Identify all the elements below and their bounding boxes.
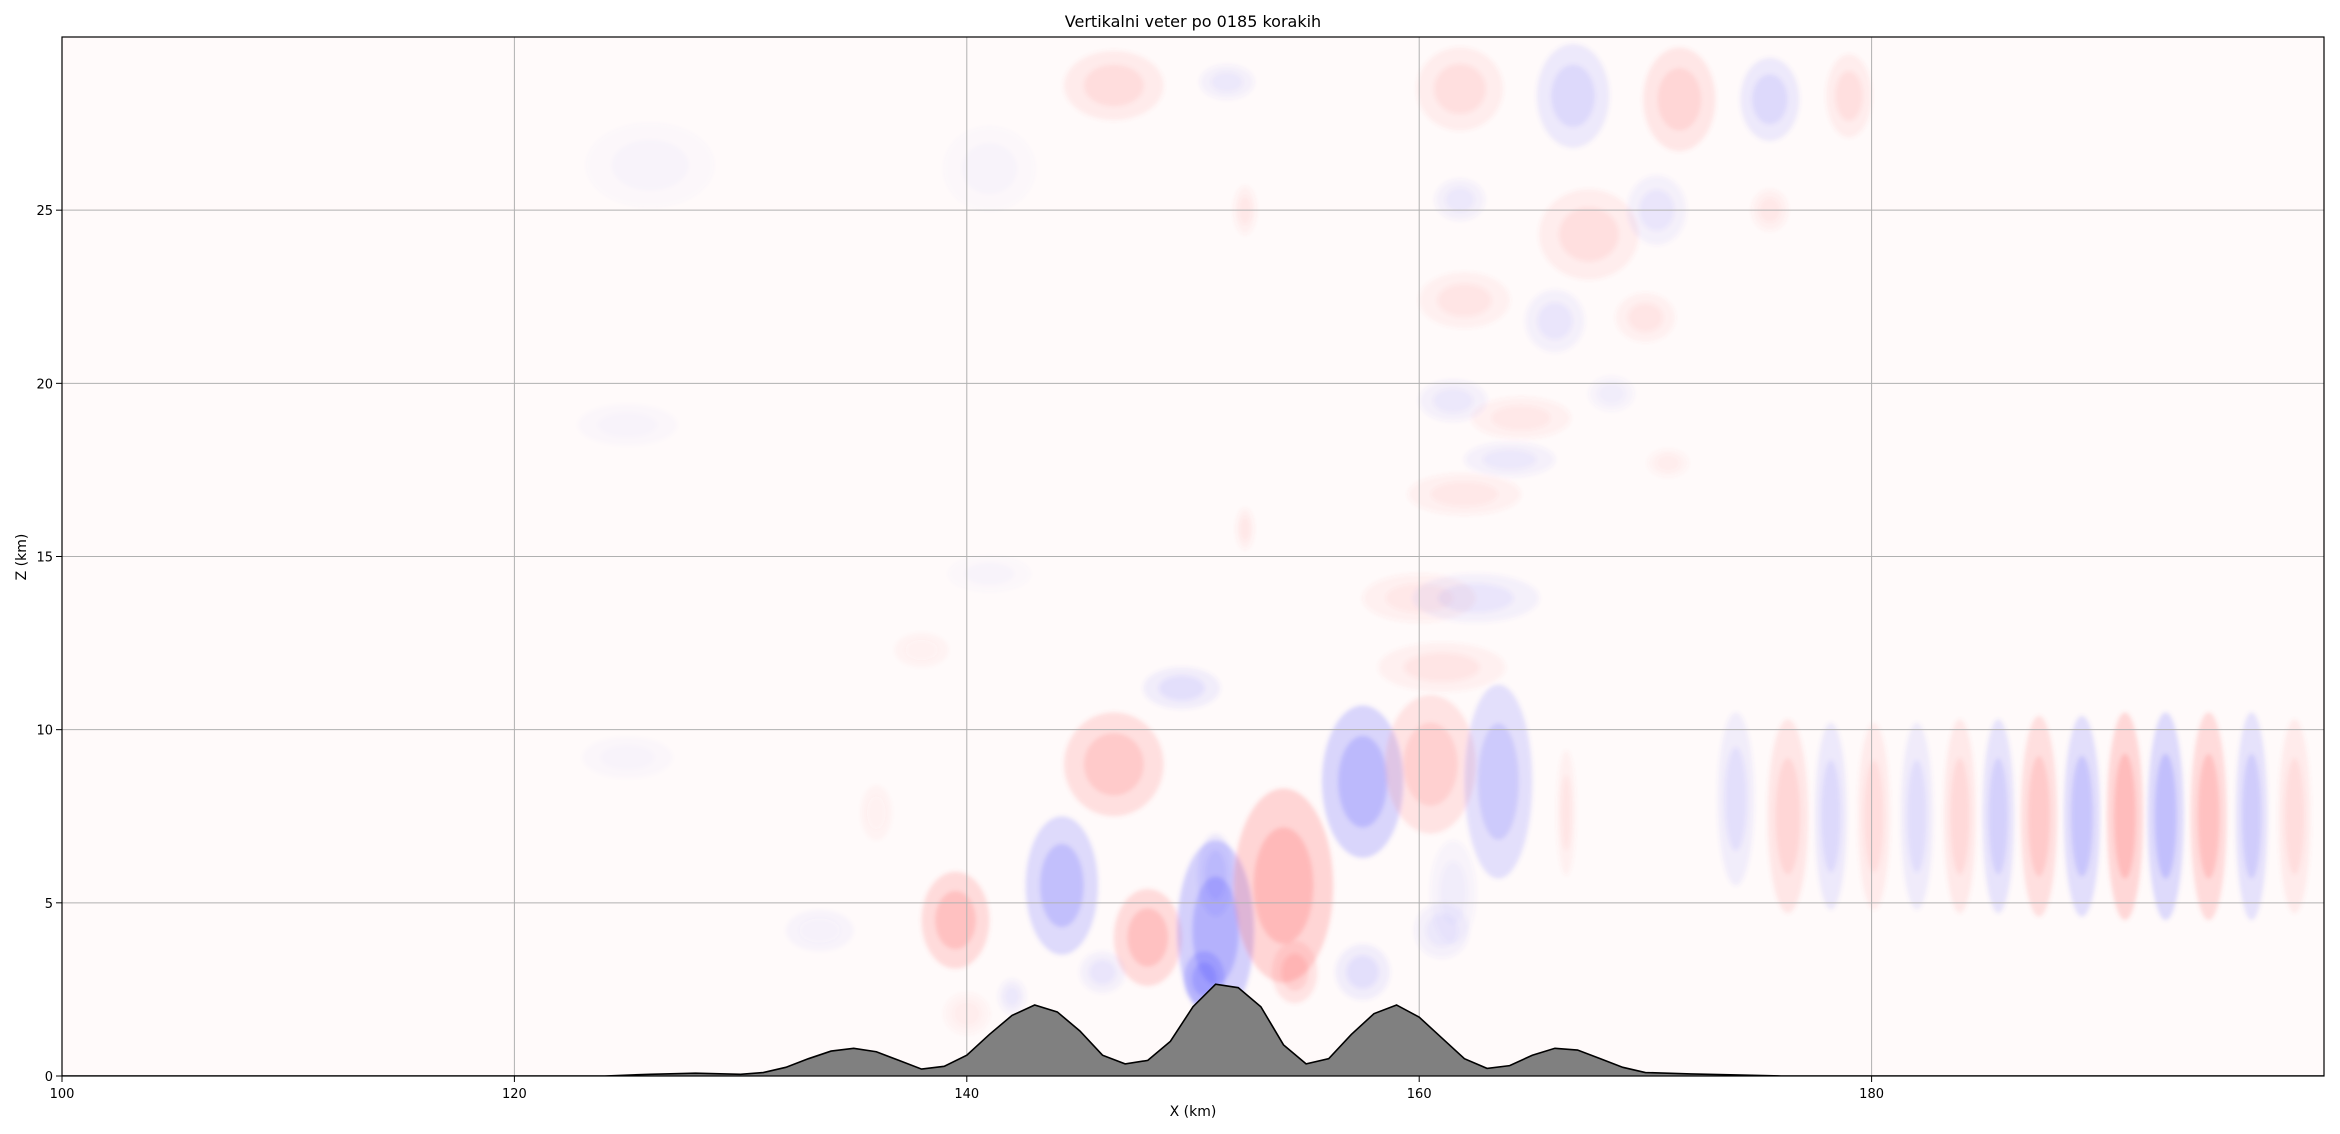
updraft-core-64	[2197, 753, 2220, 879]
downdraft-core-53	[1725, 746, 1747, 851]
downdraft-core-41	[1752, 74, 1788, 125]
updraft-core-42	[1835, 70, 1863, 121]
x-tick-label-160: 160	[1407, 1087, 1432, 1102]
x-tick-label-100: 100	[50, 1087, 75, 1102]
updraft-core-35	[1627, 302, 1664, 333]
downdraft-core-39	[1551, 64, 1595, 128]
y-tick-label-0: 0	[45, 1070, 53, 1085]
updraft-core-43	[1083, 64, 1144, 107]
downdraft-core-26	[1437, 583, 1514, 613]
downdraft-core-52	[962, 144, 1016, 194]
downdraft-core-61	[2071, 755, 2093, 877]
updraft-core-37	[1655, 454, 1681, 472]
y-axis-label: Z (km)	[14, 534, 30, 581]
downdraft-core-63	[2154, 753, 2177, 879]
updraft-core-10	[1127, 908, 1169, 967]
x-tick-label-140: 140	[954, 1087, 979, 1102]
updraft-core-25	[1560, 775, 1572, 851]
updraft-core-56	[1864, 760, 1884, 873]
terrain-layer	[62, 983, 2324, 1076]
x-axis-label: X (km)	[1170, 1104, 1217, 1120]
terrain-outline	[62, 983, 2324, 1076]
downdraft-core-57	[1907, 760, 1927, 873]
downdraft-core-1	[612, 140, 688, 190]
downdraft-core-55	[1821, 760, 1841, 873]
chart-title: Vertikalni veter po 0185 korakih	[1065, 12, 1321, 31]
updraft-core-58	[1950, 758, 1970, 875]
downdraft-core-51	[600, 745, 654, 770]
downdraft-core-3	[799, 918, 840, 943]
y-axis-ticks: 0 5 10 15 20 25	[36, 204, 62, 1085]
downdraft-core-7	[1040, 843, 1084, 928]
plot-area	[61, 36, 2325, 1077]
updraft-core-66	[2285, 758, 2305, 875]
y-tick-label-25: 25	[36, 204, 53, 219]
downdraft-core-13	[1158, 675, 1205, 701]
downdraft-core-59	[1988, 758, 2008, 875]
updraft-core-33	[1558, 207, 1619, 262]
downdraft-core-6	[1003, 985, 1021, 1007]
updraft-core-20	[1403, 652, 1480, 682]
updraft-core-0	[867, 796, 886, 829]
downdraft-core-65	[2242, 753, 2262, 879]
updraft-core-62	[2114, 753, 2136, 879]
y-tick-label-10: 10	[36, 724, 53, 739]
downdraft-core-49	[965, 563, 1014, 584]
y-tick-label-15: 15	[36, 551, 53, 566]
downdraft-core-12	[1192, 962, 1217, 996]
updraft-core-19	[1403, 722, 1458, 806]
grid	[62, 37, 2324, 1076]
downdraft-core-18	[1346, 955, 1379, 989]
terrain-fill	[62, 984, 2324, 1076]
x-axis-ticks: 100 120 140 160 180	[50, 1076, 1884, 1102]
downdraft-core-44	[1210, 71, 1244, 93]
x-tick-label-120: 120	[502, 1087, 527, 1102]
downdraft-core-36	[1597, 383, 1626, 405]
downdraft-core-30	[1432, 388, 1474, 414]
y-tick-label-5: 5	[45, 897, 53, 912]
downdraft-core-9	[1088, 959, 1117, 985]
updraft-core-15	[1253, 827, 1314, 944]
y-tick-label-20: 20	[36, 377, 53, 392]
updraft-core-5	[935, 891, 976, 950]
downdraft-core-24	[1439, 861, 1467, 924]
downdraft-core-46	[1444, 187, 1475, 213]
updraft-core-8	[1083, 733, 1144, 796]
downdraft-core-32	[1537, 302, 1573, 340]
updraft-core-16	[1281, 953, 1309, 991]
downdraft-core-29	[1482, 449, 1537, 470]
downdraft-core-50	[598, 412, 658, 437]
updraft-core-27	[1430, 481, 1499, 507]
updraft-core-38	[1434, 64, 1486, 114]
updraft-core-2	[905, 640, 938, 661]
updraft-core-48	[1239, 516, 1251, 542]
updraft-core-40	[1657, 68, 1702, 131]
downdraft-core-17	[1338, 735, 1388, 828]
updraft-core-60	[2028, 755, 2050, 877]
updraft-core-28	[1491, 405, 1551, 431]
updraft-core-31	[1437, 283, 1492, 317]
downdraft-core-23	[1478, 723, 1519, 840]
vertical-wind-field	[598, 43, 2311, 1035]
x-tick-label-180: 180	[1859, 1087, 1884, 1102]
updraft-core-54	[1775, 758, 1801, 875]
downdraft-core-14	[1204, 850, 1227, 901]
